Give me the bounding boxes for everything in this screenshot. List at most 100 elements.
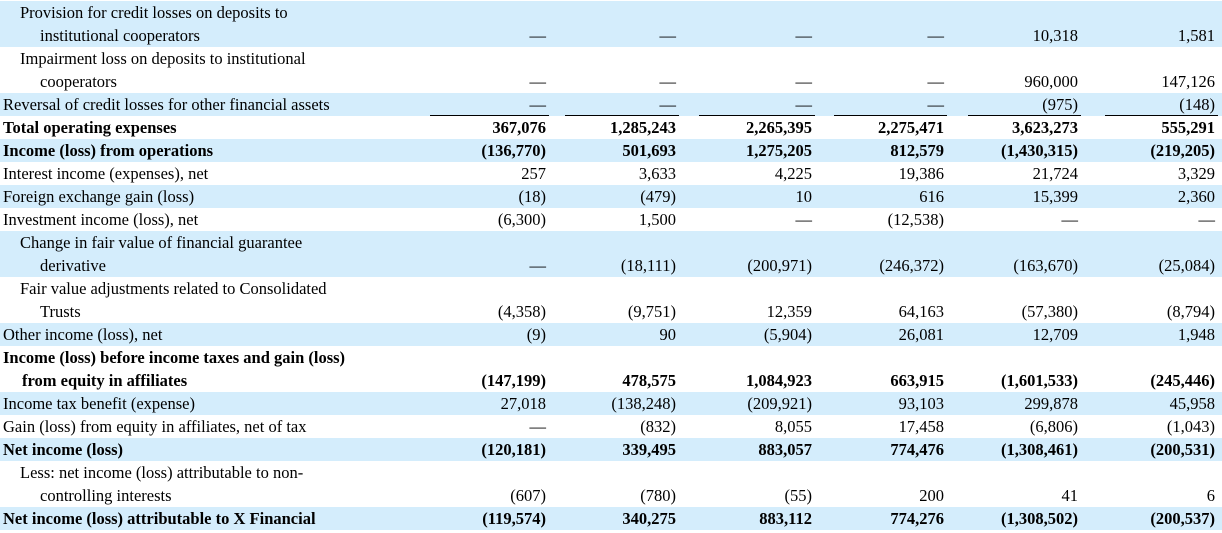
value-cell: — (529, 26, 547, 45)
value-cell: 478,575 (622, 371, 676, 390)
row-label-line: Income (loss) from operations (3, 141, 214, 160)
row-label: Interest income (expenses), net (3, 162, 208, 185)
value-cell: 883,112 (759, 509, 812, 528)
value-cell: — (529, 256, 547, 275)
value-cell: (1,601,533) (1001, 371, 1078, 390)
value-cell: (200,537) (1150, 509, 1215, 528)
value-cell: — (795, 95, 813, 114)
table-row: Provision for credit losses on deposits … (0, 1, 1222, 47)
value-cell: — (1061, 210, 1079, 229)
row-label-line: Other income (loss), net (3, 325, 163, 344)
table-row: Investment income (loss), net (6,300) 1,50… (0, 208, 1222, 231)
row-label-line: Income (loss) before income taxes and ga… (3, 348, 346, 367)
value-cell: (975) (1042, 95, 1078, 114)
subtotal-rule (968, 115, 1081, 116)
row-label: Total operating expenses (3, 116, 177, 139)
value-cell: (4,358) (497, 302, 546, 321)
value-cell: (1,308,461) (1001, 440, 1078, 459)
row-label: Fair value adjustments related to Consol… (20, 277, 327, 323)
value-cell: 2,360 (1177, 187, 1215, 206)
value-cell: — (927, 26, 945, 45)
value-cell: (245,446) (1150, 371, 1215, 390)
value-cell: — (659, 26, 677, 45)
row-label: Provision for credit losses on deposits … (20, 1, 288, 47)
value-cell: (6,300) (497, 210, 546, 229)
value-cell: 960,000 (1024, 72, 1078, 91)
value-cell: 812,579 (890, 141, 944, 160)
value-cell: (9,751) (627, 302, 676, 321)
row-label: Other income (loss), net (3, 323, 162, 346)
row-label: Change in fair value of financial guaran… (20, 231, 302, 277)
row-label-line: Interest income (expenses), net (3, 164, 209, 183)
value-cell: 257 (521, 164, 546, 183)
value-cell: 64,163 (898, 302, 944, 321)
row-label: Net income (loss) attributable to X Fina… (3, 507, 316, 530)
value-cell: — (529, 95, 547, 114)
value-cell: (12,538) (887, 210, 944, 229)
value-cell: (119,574) (482, 509, 546, 528)
value-cell: — (529, 72, 547, 91)
value-cell: — (795, 26, 813, 45)
table-row: Income tax benefit (expense) 27,018 (138,2… (0, 392, 1222, 415)
table-row: Impairment loss on deposits to instituti… (0, 47, 1222, 93)
table-row: Foreign exchange gain (loss) (18) (479) 10 6… (0, 185, 1222, 208)
value-cell: 1,500 (638, 210, 676, 229)
value-cell: 774,276 (890, 509, 944, 528)
subtotal-rule (565, 115, 679, 116)
value-cell: (55) (784, 486, 813, 505)
row-label: Impairment loss on deposits to instituti… (20, 47, 306, 93)
table-row: Fair value adjustments related to Consol… (0, 277, 1222, 323)
value-cell: (138,248) (611, 394, 676, 413)
row-label-line: Change in fair value of financial guaran… (20, 233, 303, 252)
value-cell: 2,275,471 (878, 118, 944, 137)
row-label-line: Income tax benefit (expense) (3, 394, 195, 413)
value-cell: 3,623,273 (1012, 118, 1078, 137)
value-cell: 340,275 (622, 509, 676, 528)
row-label: Investment income (loss), net (3, 208, 198, 231)
value-cell: (6,806) (1029, 417, 1078, 436)
row-label-line: derivative (40, 256, 106, 275)
row-label: Foreign exchange gain (loss) (3, 185, 194, 208)
row-label: Net income (loss) (3, 438, 123, 461)
value-cell: 45,958 (1169, 394, 1215, 413)
value-cell: 1,948 (1177, 325, 1215, 344)
value-cell: (9) (526, 325, 546, 344)
value-cell: — (795, 72, 813, 91)
table-row: Net income (loss) attributable to X Fina… (0, 507, 1222, 530)
value-cell: 90 (659, 325, 677, 344)
value-cell: (200,531) (1150, 440, 1215, 459)
row-label-line: from equity in affiliates (22, 371, 188, 390)
subtotal-rule (834, 115, 947, 116)
table-row: Other income (loss), net (9) 90 (5,904) 26,0… (0, 323, 1222, 346)
value-cell: (18,111) (620, 256, 676, 275)
row-label-line: Gain (loss) from equity in affiliates, n… (3, 417, 307, 436)
row-label-line: Less: net income (loss) attributable to … (20, 463, 304, 482)
value-cell: 26,081 (898, 325, 944, 344)
value-cell: 663,915 (890, 371, 944, 390)
row-label-line: Foreign exchange gain (loss) (3, 187, 195, 206)
row-label-line: Provision for credit losses on deposits … (20, 3, 288, 22)
value-cell: 10 (795, 187, 813, 206)
value-cell: (163,670) (1013, 256, 1078, 275)
row-label: Income (loss) from operations (3, 139, 213, 162)
value-cell: 93,103 (898, 394, 944, 413)
row-label-line: controlling interests (40, 486, 172, 505)
value-cell: 1,581 (1177, 26, 1215, 45)
table-row: Interest income (expenses), net 257 3,633 4… (0, 162, 1222, 185)
subtotal-rule (699, 115, 815, 116)
row-label-line: Total operating expenses (3, 118, 177, 137)
value-cell: 21,724 (1032, 164, 1078, 183)
value-cell: 19,386 (898, 164, 944, 183)
row-label: Income (loss) before income taxes and ga… (3, 346, 345, 392)
row-label-line: Fair value adjustments related to Consol… (20, 279, 327, 298)
value-cell: (25,084) (1158, 256, 1215, 275)
value-cell: (1,043) (1166, 417, 1215, 436)
value-cell: 616 (919, 187, 944, 206)
value-cell: (832) (640, 417, 676, 436)
table-row: Net income (loss) (120,181) 339,495 883,057… (0, 438, 1222, 461)
value-cell: 15,399 (1032, 187, 1078, 206)
row-label: Reversal of credit losses for other fina… (3, 93, 330, 116)
value-cell: 27,018 (500, 394, 546, 413)
value-cell: (1,430,315) (1001, 141, 1078, 160)
value-cell: 1,285,243 (610, 118, 676, 137)
